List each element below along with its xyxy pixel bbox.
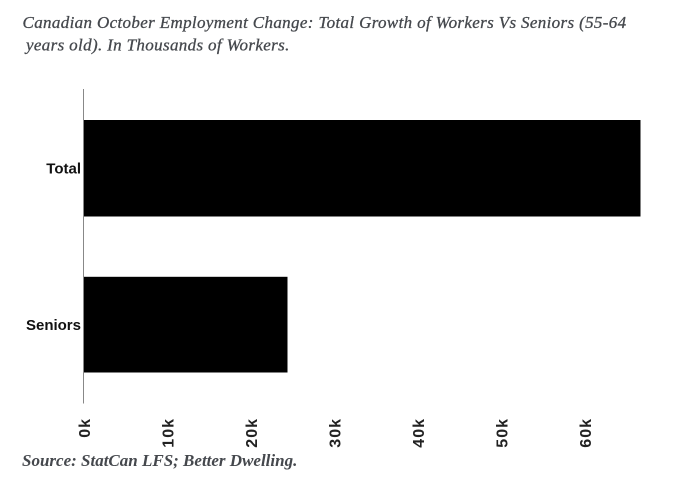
svg-text:Seniors: Seniors (26, 317, 81, 334)
svg-text:Total: Total (46, 161, 81, 178)
svg-text:30k: 30k (327, 418, 344, 448)
svg-text:50k: 50k (494, 418, 511, 448)
svg-text:60k: 60k (578, 418, 595, 448)
svg-text:Source: StatCan LFS; Better Dw: Source: StatCan LFS; Better Dwelling. (22, 451, 297, 470)
svg-text:Canadian October Employment Ch: Canadian October Employment Change: Tota… (23, 13, 627, 32)
svg-text:0k: 0k (77, 418, 94, 438)
svg-text:20k: 20k (244, 418, 261, 448)
svg-text:10k: 10k (160, 418, 177, 448)
svg-text:40k: 40k (411, 418, 428, 448)
svg-text:years old). In Thousands of Wo: years old). In Thousands of Workers. (24, 36, 290, 55)
